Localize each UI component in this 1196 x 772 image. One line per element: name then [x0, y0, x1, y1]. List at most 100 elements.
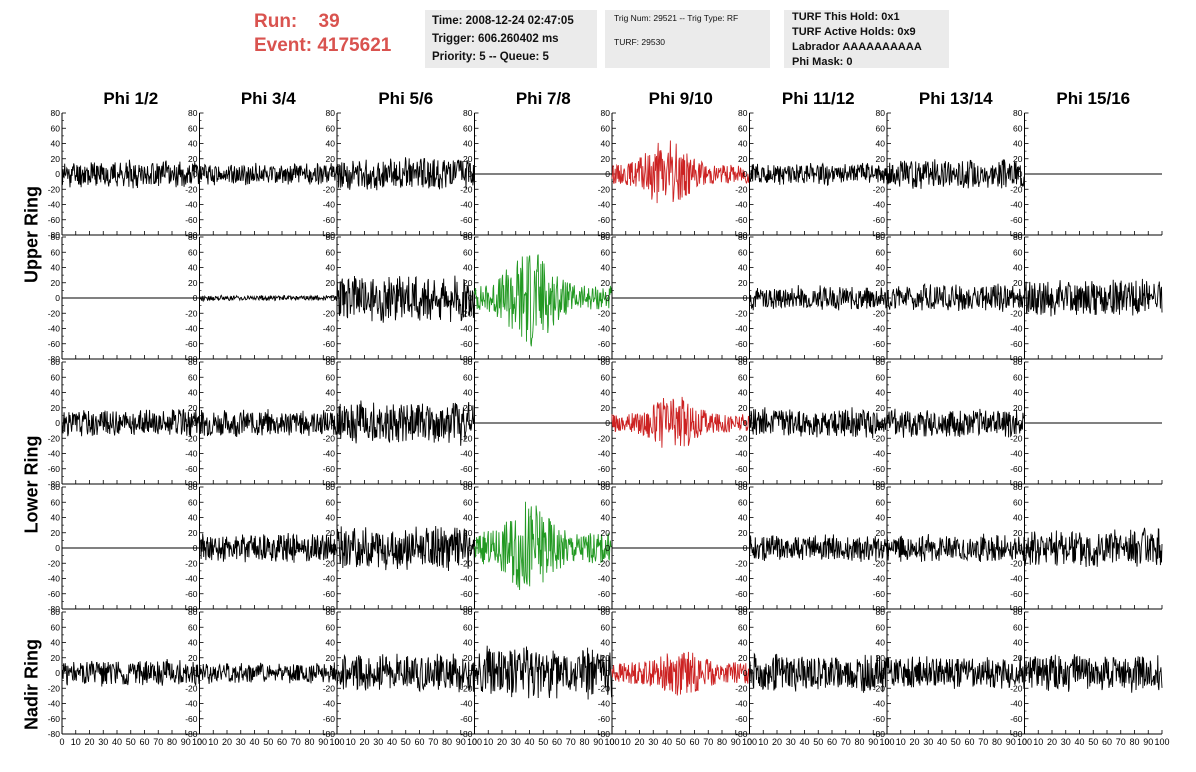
- labrador-text: Labrador AAAAAAAAAA: [792, 41, 922, 53]
- y-tick-label: 0: [1018, 668, 1023, 678]
- y-tick-label: 20: [463, 154, 473, 164]
- y-tick-label: 80: [601, 607, 611, 617]
- waveform-trace: [749, 534, 888, 562]
- x-tick-label: 40: [387, 737, 397, 747]
- column-title: Phi 13/14: [919, 89, 993, 108]
- y-tick-label: 80: [738, 232, 748, 242]
- waveform-trace: [611, 651, 750, 696]
- waveform-panel: -80 -60 -40 -20 0 20 40 60 80: [1010, 108, 1163, 240]
- y-tick-label: -80: [1010, 230, 1023, 240]
- y-tick-label: 40: [463, 263, 473, 273]
- y-tick-label: 60: [463, 123, 473, 133]
- y-tick-label: 0: [605, 418, 610, 428]
- y-tick-label: 60: [876, 123, 886, 133]
- y-tick-label: -40: [460, 699, 473, 709]
- waveform-panel: -80 -60 -40 -20 0 20 40 60 80: [873, 232, 1025, 364]
- x-tick-label: 0: [197, 737, 202, 747]
- y-tick-label: -40: [1010, 200, 1023, 210]
- y-tick-label: -20: [1010, 558, 1023, 568]
- x-tick-label: 50: [401, 737, 411, 747]
- y-tick-label: 80: [876, 607, 886, 617]
- y-tick-label: -80: [598, 729, 611, 739]
- y-tick-label: 20: [463, 653, 473, 663]
- x-tick-label: 50: [1088, 737, 1098, 747]
- x-tick-label: 10: [483, 737, 493, 747]
- y-tick-label: -40: [1010, 699, 1023, 709]
- y-tick-label: 20: [326, 154, 336, 164]
- y-tick-label: 40: [876, 638, 886, 648]
- y-tick-label: -60: [735, 215, 748, 225]
- y-tick-label: 0: [743, 169, 748, 179]
- y-tick-label: -40: [185, 324, 198, 334]
- y-tick-label: -60: [1010, 339, 1023, 349]
- x-tick-label: 100: [192, 737, 207, 747]
- y-tick-label: 80: [51, 482, 61, 492]
- y-tick-label: 60: [188, 372, 198, 382]
- y-tick-label: 0: [330, 668, 335, 678]
- y-tick-label: -40: [460, 574, 473, 584]
- turf-hold-box: TURF This Hold: 0x1 TURF Active Holds: 0…: [784, 10, 949, 68]
- y-tick-label: 20: [601, 653, 611, 663]
- x-tick-label: 70: [703, 737, 713, 747]
- y-tick-label: -40: [323, 699, 336, 709]
- waveform-trace: [749, 162, 888, 187]
- y-tick-label: -80: [735, 729, 748, 739]
- y-tick-label: -20: [735, 308, 748, 318]
- y-tick-label: 60: [326, 247, 336, 257]
- y-tick-label: -80: [873, 354, 886, 364]
- y-tick-label: 0: [743, 418, 748, 428]
- y-tick-label: -80: [48, 729, 61, 739]
- y-tick-label: 40: [188, 139, 198, 149]
- x-tick-label: 60: [689, 737, 699, 747]
- y-tick-label: -40: [735, 324, 748, 334]
- run-label: Run:: [254, 11, 298, 32]
- y-tick-label: -60: [460, 215, 473, 225]
- waveform-trace: [199, 662, 338, 684]
- y-tick-label: 0: [468, 543, 473, 553]
- y-tick-label: -40: [460, 324, 473, 334]
- x-tick-label: 10: [346, 737, 356, 747]
- y-tick-label: -40: [735, 574, 748, 584]
- y-tick-label: -40: [598, 200, 611, 210]
- y-tick-label: -80: [735, 230, 748, 240]
- waveform-trace: [886, 533, 1025, 563]
- x-tick-label: 100: [467, 737, 482, 747]
- column-title: Phi 3/4: [241, 89, 296, 108]
- y-tick-label: 60: [738, 247, 748, 257]
- y-tick-label: -20: [48, 308, 61, 318]
- y-tick-label: 0: [55, 668, 60, 678]
- run-value: 39: [318, 11, 340, 32]
- y-tick-label: 40: [326, 263, 336, 273]
- y-tick-label: 60: [326, 497, 336, 507]
- y-tick-label: -20: [460, 308, 473, 318]
- y-tick-label: -80: [323, 604, 336, 614]
- y-tick-label: 0: [330, 293, 335, 303]
- y-tick-label: 0: [880, 543, 885, 553]
- waveform-panel: -80 -60 -40 -20 0 20 40 60 80: [323, 232, 475, 364]
- waveform-panel: -80 -60 -40 -20 0 20 40 60 80: [598, 482, 750, 614]
- y-tick-label: 80: [188, 232, 198, 242]
- waveform-panel: -80 -60 -40 -20 0 20 40 60 80: [185, 108, 338, 240]
- y-tick-label: 60: [738, 622, 748, 632]
- y-tick-label: 60: [738, 123, 748, 133]
- y-tick-label: 20: [188, 278, 198, 288]
- y-tick-label: -20: [873, 558, 886, 568]
- y-tick-label: -20: [48, 184, 61, 194]
- y-tick-label: -60: [48, 215, 61, 225]
- y-tick-label: 0: [468, 418, 473, 428]
- phi-mask-text: Phi Mask: 0: [792, 56, 853, 68]
- y-tick-label: 0: [468, 169, 473, 179]
- y-tick-label: -40: [735, 699, 748, 709]
- y-tick-label: -20: [598, 184, 611, 194]
- y-tick-label: -20: [323, 683, 336, 693]
- y-tick-label: 60: [601, 123, 611, 133]
- waveform-trace: [336, 653, 475, 693]
- y-tick-label: -40: [48, 449, 61, 459]
- y-tick-label: -60: [48, 464, 61, 474]
- y-tick-label: -80: [185, 354, 198, 364]
- y-tick-label: -20: [1010, 308, 1023, 318]
- y-tick-label: -80: [598, 604, 611, 614]
- x-tick-label: 0: [59, 737, 64, 747]
